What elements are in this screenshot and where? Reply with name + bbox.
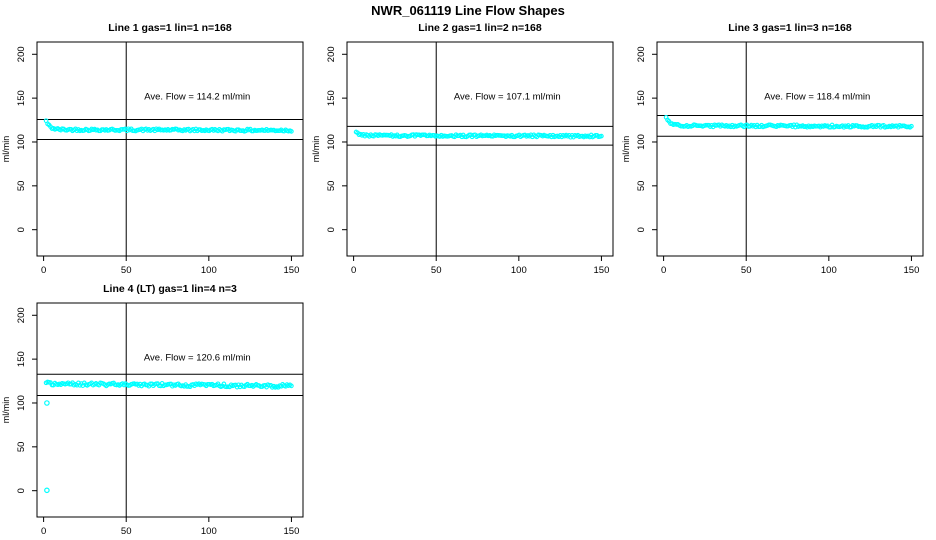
x-tick-label: 50 — [121, 526, 132, 537]
main-title: NWR_061119 Line Flow Shapes — [371, 3, 565, 18]
x-tick-label: 50 — [121, 265, 132, 276]
y-tick-label: 0 — [16, 227, 27, 232]
y-tick-label: 200 — [326, 46, 337, 62]
y-axis-label: ml/min — [1, 397, 11, 424]
y-tick-label: 0 — [636, 227, 647, 232]
x-tick-label: 100 — [511, 265, 527, 276]
plot-box — [36, 41, 304, 257]
x-tick-label: 0 — [41, 526, 46, 537]
data-point — [289, 383, 294, 389]
subplot-title: Line 1 gas=1 lin=1 n=168 — [108, 22, 232, 34]
data-points — [43, 379, 294, 494]
x-tick-label: 150 — [284, 265, 300, 276]
y-tick-label: 200 — [16, 46, 27, 62]
y-tick-label: 150 — [636, 90, 647, 106]
data-points — [353, 129, 604, 140]
average-flow-annotation: Ave. Flow = 118.4 ml/min — [764, 91, 870, 102]
data-points — [663, 114, 914, 130]
subplot-chart-4: Line 4 (LT) gas=1 lin=4 n=3 0 50 100 150 200 0… — [1, 283, 304, 537]
data-point — [289, 129, 294, 134]
x-tick-label: 150 — [284, 526, 300, 537]
y-tick-label: 100 — [636, 134, 647, 150]
y-axis-label: ml/min — [1, 136, 11, 163]
y-tick-label: 100 — [326, 134, 337, 150]
y-tick-label: 50 — [636, 181, 647, 192]
x-tick-label: 100 — [821, 265, 837, 276]
plot-box — [656, 41, 924, 257]
y-tick-label: 100 — [16, 134, 27, 150]
subplot-title: Line 4 (LT) gas=1 lin=4 n=3 — [103, 283, 237, 295]
plot-box — [346, 41, 614, 257]
x-tick-label: 0 — [661, 265, 666, 276]
average-flow-annotation: Ave. Flow = 120.6 ml/min — [144, 352, 251, 363]
y-tick-label: 150 — [16, 90, 27, 106]
y-tick-label: 50 — [16, 442, 27, 453]
x-tick-label: 100 — [201, 526, 217, 537]
x-tick-label: 0 — [41, 265, 46, 276]
subplot-title: Line 2 gas=1 lin=2 n=168 — [418, 22, 542, 34]
y-tick-label: 0 — [326, 227, 337, 232]
subplot-chart-3: Line 3 gas=1 lin=3 n=168 0 50 100 150 200 0 50 1… — [621, 22, 924, 276]
y-tick-label: 50 — [16, 181, 27, 192]
y-tick-label: 200 — [16, 307, 27, 323]
x-tick-label: 0 — [351, 265, 356, 276]
x-tick-label: 150 — [904, 265, 920, 276]
data-points — [43, 118, 294, 134]
y-axis-label: ml/min — [621, 136, 631, 163]
y-tick-label: 50 — [326, 181, 337, 192]
average-flow-annotation: Ave. Flow = 114.2 ml/min — [144, 91, 250, 102]
y-tick-label: 150 — [16, 351, 27, 367]
y-tick-label: 100 — [16, 395, 27, 411]
subplot-chart-1: Line 1 gas=1 lin=1 n=168 0 50 100 150 200 0 50 1… — [1, 22, 304, 276]
average-flow-annotation: Ave. Flow = 107.1 ml/min — [454, 91, 561, 102]
y-tick-label: 150 — [326, 90, 337, 106]
x-tick-label: 50 — [431, 265, 442, 276]
data-point — [599, 133, 604, 139]
plot-box — [36, 302, 304, 518]
data-point — [909, 123, 914, 129]
y-tick-label: 0 — [16, 488, 27, 493]
x-tick-label: 150 — [594, 265, 610, 276]
y-axis-label: ml/min — [311, 136, 321, 163]
subplot-chart-2: Line 2 gas=1 lin=2 n=168 0 50 100 150 200 0 50 1… — [311, 22, 614, 276]
x-tick-label: 100 — [201, 265, 217, 276]
x-tick-label: 50 — [741, 265, 752, 276]
y-tick-label: 200 — [636, 46, 647, 62]
outlier-point — [44, 487, 50, 494]
outlier-point — [44, 400, 50, 406]
subplot-title: Line 3 gas=1 lin=3 n=168 — [728, 22, 852, 34]
